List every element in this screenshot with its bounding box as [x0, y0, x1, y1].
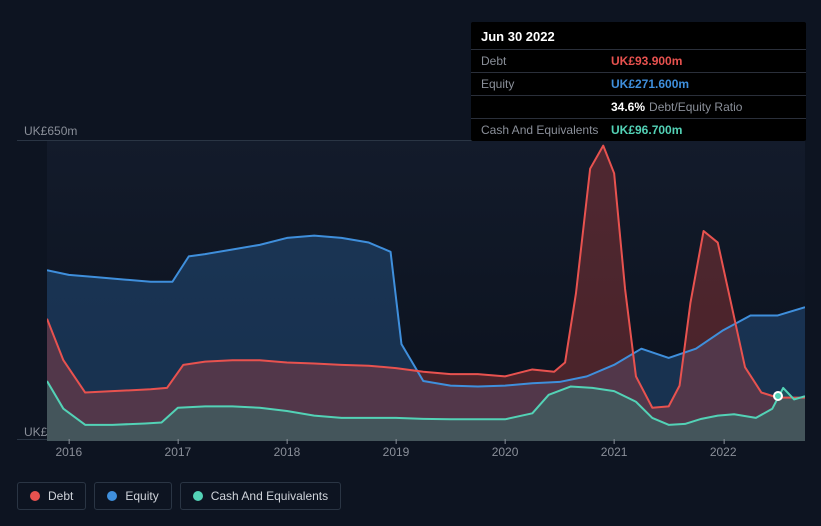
legend-item[interactable]: Cash And Equivalents: [180, 482, 341, 510]
tooltip-row-label: [481, 100, 611, 114]
xtick: 2018: [274, 445, 301, 459]
plot-frame: [17, 140, 805, 440]
tooltip-row-suffix: Debt/Equity Ratio: [649, 100, 742, 114]
tooltip-row-label: Debt: [481, 54, 611, 68]
tooltip-row: Cash And EquivalentsUK£96.700m: [471, 118, 806, 141]
tooltip-row: 34.6% Debt/Equity Ratio: [471, 95, 806, 118]
tooltip-row: EquityUK£271.600m: [471, 72, 806, 95]
legend-item[interactable]: Debt: [17, 482, 86, 510]
hover-marker: [773, 391, 783, 401]
chart-legend: Debt Equity Cash And Equivalents: [17, 482, 341, 510]
xtick: 2022: [710, 445, 737, 459]
tooltip-row-label: Equity: [481, 77, 611, 91]
tooltip-date: Jun 30 2022: [471, 22, 806, 49]
tooltip-row-label: Cash And Equivalents: [481, 123, 611, 137]
xtick: 2017: [165, 445, 192, 459]
xtick: 2020: [492, 445, 519, 459]
yaxis-label-max: UK£650m: [24, 124, 77, 138]
chart-plot-area[interactable]: [47, 141, 805, 441]
legend-label: Cash And Equivalents: [211, 489, 328, 503]
tooltip-row-value: UK£96.700m: [611, 123, 682, 137]
tooltip-row: DebtUK£93.900m: [471, 49, 806, 72]
legend-swatch-icon: [107, 491, 117, 501]
xaxis: 2016 2017 2018 2019 2020 2021 2022: [47, 445, 805, 465]
legend-swatch-icon: [30, 491, 40, 501]
xtick: 2019: [383, 445, 410, 459]
financials-chart-panel: Jun 30 2022 DebtUK£93.900mEquityUK£271.6…: [0, 0, 821, 526]
chart-tooltip: Jun 30 2022 DebtUK£93.900mEquityUK£271.6…: [471, 22, 806, 141]
tooltip-row-value: UK£93.900m: [611, 54, 682, 68]
tooltip-row-value: 34.6%: [611, 100, 645, 114]
xtick: 2016: [55, 445, 82, 459]
legend-item[interactable]: Equity: [94, 482, 171, 510]
tooltip-row-value: UK£271.600m: [611, 77, 689, 91]
legend-label: Debt: [48, 489, 73, 503]
legend-swatch-icon: [193, 491, 203, 501]
xtick: 2021: [601, 445, 628, 459]
legend-label: Equity: [125, 489, 158, 503]
